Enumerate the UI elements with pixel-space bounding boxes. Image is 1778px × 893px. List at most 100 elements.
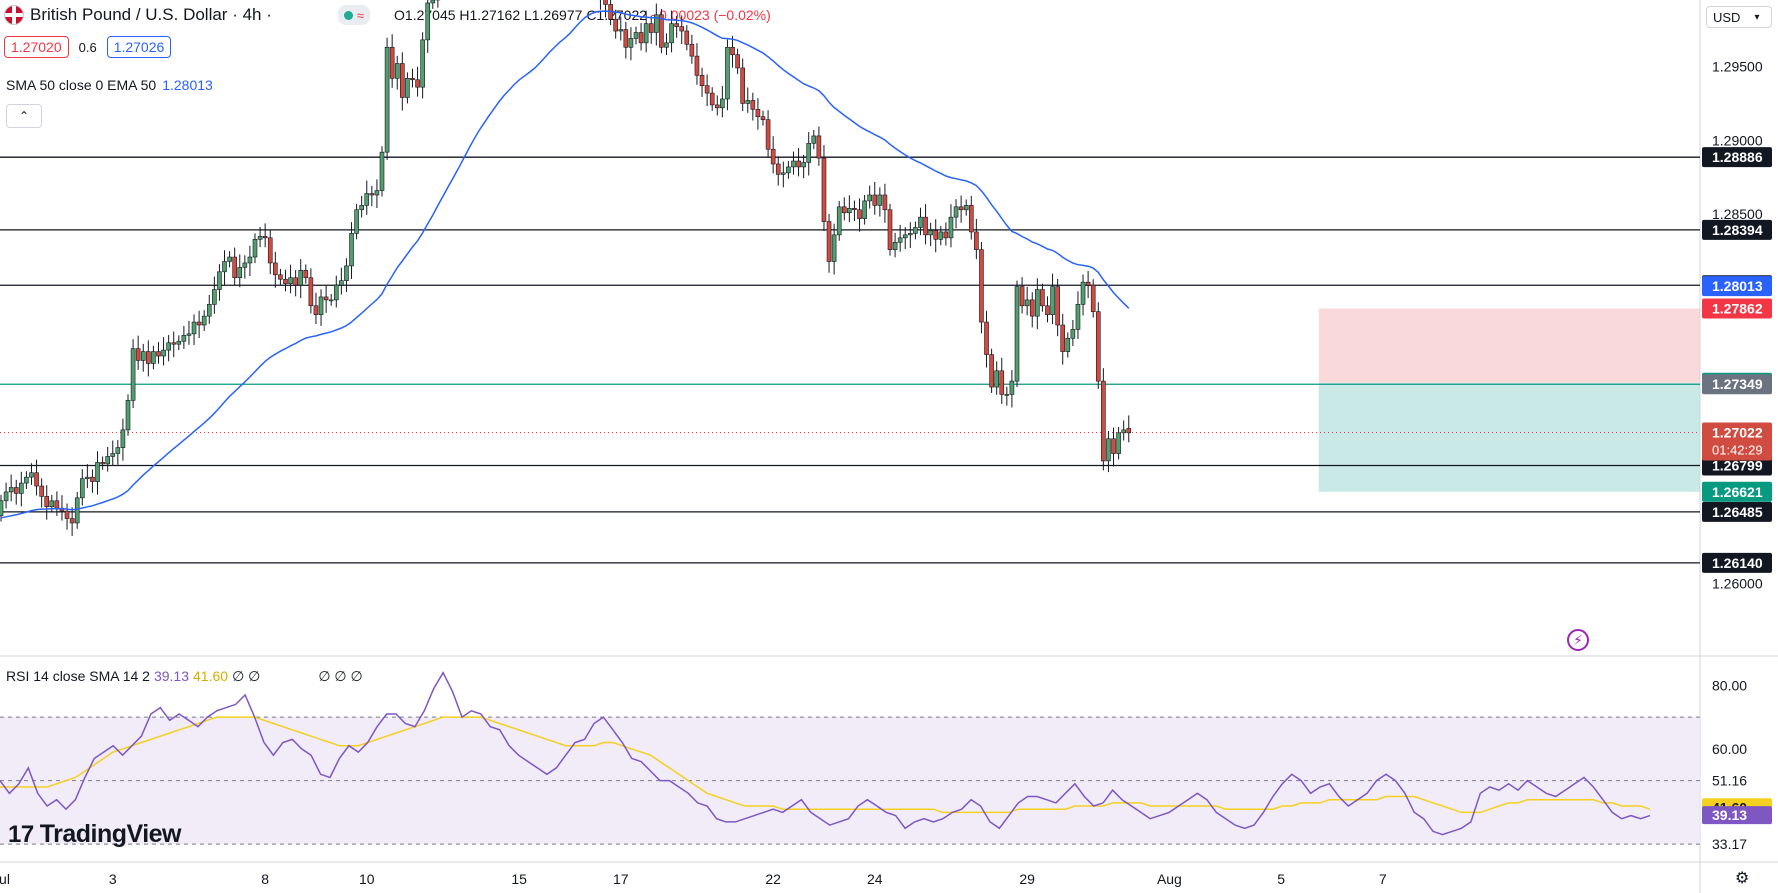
candle-down xyxy=(684,30,690,45)
candle-up xyxy=(1024,299,1030,307)
candle-up xyxy=(1009,380,1015,395)
candle-down xyxy=(267,237,273,264)
candle-down xyxy=(69,518,75,524)
candle-down xyxy=(232,256,237,279)
candle-up xyxy=(892,241,898,250)
candle-up xyxy=(120,429,126,448)
rsi-band-label: 33.17 xyxy=(1712,836,1747,852)
candle-up xyxy=(105,456,110,465)
tradingview-mark-icon: 17 xyxy=(8,820,34,848)
candle-up xyxy=(654,14,659,33)
gear-icon[interactable]: ⚙ xyxy=(1735,870,1750,887)
candle-down xyxy=(689,44,695,57)
candle-up xyxy=(394,63,400,79)
candle-up xyxy=(125,400,131,431)
market-status-pill[interactable]: ≈ xyxy=(337,5,371,25)
level-price-tag: 1.26140 xyxy=(1712,555,1763,571)
candle-down xyxy=(887,209,893,250)
candle-up xyxy=(110,453,116,457)
candle-up xyxy=(130,348,136,401)
candle-down xyxy=(415,79,420,88)
candle-down xyxy=(44,496,50,508)
candle-up xyxy=(0,500,4,516)
candle-down xyxy=(750,100,756,110)
candle-up xyxy=(918,216,923,228)
candle-down xyxy=(852,207,857,211)
ma-legend[interactable]: SMA 50 close 0 EMA 50 1.28013 xyxy=(6,77,213,93)
candle-up xyxy=(115,447,121,454)
candle-down xyxy=(714,104,720,109)
candle-down xyxy=(1126,428,1132,434)
candle-up xyxy=(24,476,29,484)
candle-up xyxy=(328,299,334,302)
candle-up xyxy=(191,321,197,335)
candle-up xyxy=(354,209,359,234)
candle-down xyxy=(323,296,329,301)
time-tick-label: 15 xyxy=(511,871,527,887)
candle-down xyxy=(613,18,618,32)
candle-down xyxy=(308,277,314,307)
candle-down xyxy=(826,221,832,262)
candle-down xyxy=(13,487,19,494)
buy-button[interactable]: 1.27026 xyxy=(106,36,172,58)
candle-up xyxy=(201,315,207,326)
currency-selector[interactable]: USD ▾ xyxy=(1706,6,1772,28)
candle-down xyxy=(273,262,278,276)
candle-down xyxy=(974,231,979,250)
candle-down xyxy=(623,29,629,48)
candle-up xyxy=(1075,304,1081,330)
candle-down xyxy=(1095,311,1101,382)
candle-down xyxy=(278,274,283,280)
candle-up xyxy=(3,491,9,502)
candle-up xyxy=(405,77,410,98)
candle-up xyxy=(664,42,669,48)
candle-down xyxy=(90,476,95,482)
candle-up xyxy=(79,478,85,499)
time-tick-label: Aug xyxy=(1157,871,1182,887)
sell-button[interactable]: 1.27020 xyxy=(4,36,69,58)
candle-up xyxy=(140,351,146,361)
candle-up xyxy=(181,335,187,342)
level-price-tag-bg xyxy=(1702,501,1772,522)
candle-up xyxy=(806,142,812,163)
candle-up xyxy=(298,270,304,286)
candle-up xyxy=(1050,286,1055,315)
rsi-value: 39.13 xyxy=(153,668,190,684)
candle-down xyxy=(1090,284,1096,313)
collapse-legend-button[interactable]: ⌃ xyxy=(6,104,42,128)
candle-down xyxy=(659,14,664,48)
candle-down xyxy=(760,116,766,120)
level-price-tag-bg xyxy=(1702,552,1772,573)
symbol-title[interactable]: British Pound / U.S. Dollar · 4h · xyxy=(30,5,272,24)
level-price-tag: 1.26485 xyxy=(1712,504,1763,520)
candle-up xyxy=(745,100,751,104)
candle-up xyxy=(74,497,80,524)
candle-down xyxy=(755,109,761,118)
candle-down xyxy=(694,55,700,76)
candle-up xyxy=(420,39,425,88)
candle-up xyxy=(227,256,232,262)
candle-up xyxy=(1014,286,1020,382)
candle-down xyxy=(156,351,161,357)
candle-up xyxy=(791,160,796,168)
time-tick-label: 22 xyxy=(765,871,781,887)
lightning-icon[interactable]: ⚡ xyxy=(1567,629,1589,651)
candle-down xyxy=(64,510,70,519)
change-value: −0.00023 (−0.02%) xyxy=(650,7,771,23)
currency-label: USD xyxy=(1713,9,1741,25)
price-tag-bg xyxy=(1702,481,1772,502)
candle-up xyxy=(166,342,171,351)
candle-down xyxy=(369,193,375,196)
candle-up xyxy=(176,340,182,345)
time-tick-label: 3 xyxy=(109,871,117,887)
ma-value: 1.28013 xyxy=(162,77,213,93)
candle-down xyxy=(765,119,771,150)
candle-up xyxy=(1116,432,1121,454)
candle-up xyxy=(29,472,34,478)
rsi-legend[interactable]: RSI 14 close SMA 14 2 39.13 41.60 ∅ ∅ ∅ ∅ ∅ xyxy=(6,668,363,685)
open-value: O1.27045 xyxy=(394,7,456,23)
level-price-tag-bg xyxy=(1702,219,1772,240)
wave-icon: ≈ xyxy=(356,7,365,23)
candle-down xyxy=(1111,438,1116,454)
